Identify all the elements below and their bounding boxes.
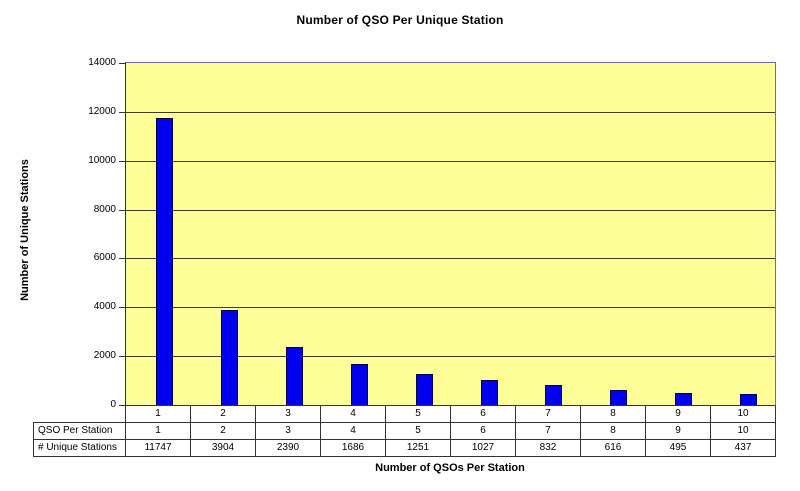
bar	[286, 347, 303, 405]
table-value-cell: 1027	[451, 440, 516, 456]
y-tick-label: 8000	[93, 204, 116, 215]
bar	[156, 118, 173, 405]
gridline	[126, 161, 775, 162]
bar	[675, 393, 692, 405]
x-category-label: 2	[191, 406, 256, 422]
table-row: # Unique Stations 11747 3904 2390 1686 1251 10…	[34, 439, 775, 456]
table-row-header: QSO Per Station	[34, 423, 126, 439]
x-category-label: 6	[451, 406, 516, 422]
y-tick-label: 4000	[93, 301, 116, 312]
table-value-cell: 832	[516, 440, 581, 456]
bar	[545, 385, 562, 405]
x-category-label: 8	[581, 406, 646, 422]
table-value-cell: 4	[321, 423, 386, 439]
bar	[221, 310, 238, 405]
gridline	[126, 210, 775, 211]
y-tick-mark	[119, 258, 125, 259]
x-category-label: 10	[737, 408, 749, 419]
x-category-label: 4	[321, 406, 386, 422]
table-value-cell: 3	[256, 423, 321, 439]
table-row: QSO Per Station 1 2 3 4 5 6 7 8 9 10	[34, 423, 775, 439]
table-value-cell: 495	[646, 440, 711, 456]
table-value-cell: 1	[126, 423, 191, 439]
y-tick-label: 12000	[88, 106, 116, 117]
table-value-cell: 1251	[386, 440, 451, 456]
table-value-cell: 10	[737, 425, 749, 436]
y-tick-mark	[119, 405, 125, 406]
table-value-cell: 8	[581, 423, 646, 439]
x-category-label: 7	[516, 406, 581, 422]
gridline	[126, 258, 775, 259]
gridline	[126, 356, 775, 357]
table-value-cell: 5	[386, 423, 451, 439]
y-tick-mark	[119, 307, 125, 308]
y-tick-label: 0	[110, 399, 116, 410]
y-tick-mark	[119, 112, 125, 113]
x-category-label: 1	[126, 406, 191, 422]
table-value-cell: 437	[734, 442, 752, 453]
bar	[351, 364, 368, 405]
x-category-label: 5	[386, 406, 451, 422]
y-tick-label: 10000	[88, 155, 116, 166]
y-tick-mark	[119, 210, 125, 211]
bar	[416, 374, 433, 405]
y-axis-title: Number of Unique Stations	[19, 159, 31, 301]
bar	[610, 390, 627, 405]
y-tick-label: 14000	[88, 57, 116, 68]
table-value-cell: 1686	[321, 440, 386, 456]
table-value-cell: 2	[191, 423, 256, 439]
table-value-cell: 9	[646, 423, 711, 439]
table-value-cell: 2390	[256, 440, 321, 456]
table-value-cell: 7	[516, 423, 581, 439]
bar	[740, 394, 757, 405]
table-row-header: # Unique Stations	[34, 440, 126, 456]
gridline	[126, 307, 775, 308]
y-tick-label: 2000	[93, 350, 116, 361]
table-value-cell: 11747	[126, 440, 191, 456]
x-category-label: 3	[256, 406, 321, 422]
data-table: QSO Per Station 1 2 3 4 5 6 7 8 9 10 # Unique Stati…	[33, 422, 776, 457]
chart-title: Number of QSO Per Unique Station	[296, 13, 504, 27]
x-axis-title: Number of QSOs Per Station	[375, 462, 525, 474]
table-value-cell: 3904	[191, 440, 256, 456]
gridline	[126, 112, 775, 113]
plot-area	[125, 62, 776, 406]
x-category-label: 9	[646, 406, 711, 422]
bar	[481, 380, 498, 405]
table-value-cell: 6	[451, 423, 516, 439]
y-tick-mark	[119, 63, 125, 64]
y-tick-mark	[119, 356, 125, 357]
x-axis-category-row: 1 2 3 4 5 6 7 8 9 10	[125, 406, 776, 423]
y-tick-label: 6000	[93, 252, 116, 263]
y-tick-mark	[119, 161, 125, 162]
table-value-cell: 616	[581, 440, 646, 456]
